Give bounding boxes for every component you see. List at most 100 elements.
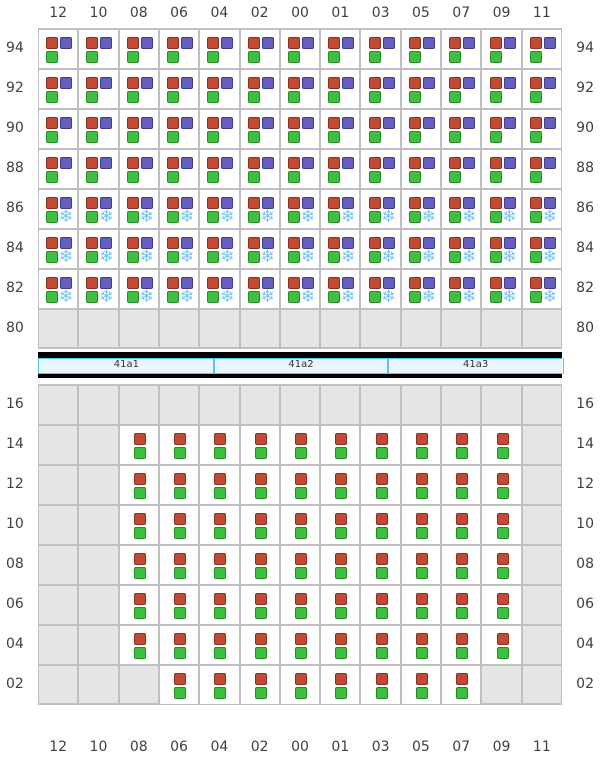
row-label-right: 14 [576, 437, 600, 451]
top-cell [119, 109, 159, 149]
top-cell [280, 309, 320, 349]
device-red [167, 117, 179, 129]
device-green [248, 51, 260, 63]
top-cell: ❄ [119, 269, 159, 309]
device-green [255, 567, 267, 579]
device-green [328, 251, 340, 263]
col-label-bottom: 09 [493, 740, 511, 760]
top-cell [401, 29, 441, 69]
bottom-cell [119, 665, 159, 705]
bottom-cell [320, 545, 360, 585]
bottom-cell [401, 425, 441, 465]
device-red [376, 473, 388, 485]
device-green [530, 91, 542, 103]
device-purple [100, 117, 112, 129]
bottom-cell [38, 425, 78, 465]
device-green [449, 251, 461, 263]
top-cell [78, 69, 118, 109]
top-cell [280, 29, 320, 69]
snowflake-icon: ❄ [502, 289, 518, 306]
device-green [134, 607, 146, 619]
device-purple [141, 37, 153, 49]
device-green [255, 487, 267, 499]
device-red [248, 77, 260, 89]
col-label-bottom: 01 [331, 740, 349, 760]
device-green [490, 171, 502, 183]
col-label-bottom: 06 [170, 740, 188, 760]
device-red [127, 77, 139, 89]
device-green [497, 567, 509, 579]
top-cell [522, 109, 562, 149]
top-cell: ❄ [199, 229, 239, 269]
row-label-left: 90 [0, 121, 24, 135]
device-green [288, 131, 300, 143]
device-red [248, 277, 260, 289]
row-label-left: 14 [0, 437, 24, 451]
device-red [255, 673, 267, 685]
device-purple [504, 77, 516, 89]
snowflake-icon: ❄ [219, 289, 235, 306]
bottom-cell [481, 665, 521, 705]
bottom-cell [360, 625, 400, 665]
bottom-cell [401, 585, 441, 625]
device-purple [302, 37, 314, 49]
snowflake-icon: ❄ [340, 289, 356, 306]
bottom-cell [159, 545, 199, 585]
bottom-cell [159, 465, 199, 505]
device-green [456, 607, 468, 619]
device-red [248, 157, 260, 169]
top-cell: ❄ [360, 229, 400, 269]
device-red [409, 117, 421, 129]
snowflake-icon: ❄ [502, 209, 518, 226]
device-red [416, 673, 428, 685]
top-cell [360, 309, 400, 349]
device-purple [504, 117, 516, 129]
col-label-bottom: 02 [251, 740, 269, 760]
device-red [288, 237, 300, 249]
device-green [174, 447, 186, 459]
device-red [134, 553, 146, 565]
top-cell [159, 69, 199, 109]
device-green [86, 131, 98, 143]
top-cell [441, 109, 481, 149]
device-green [127, 51, 139, 63]
top-cell: ❄ [481, 229, 521, 269]
bottom-cell [199, 665, 239, 705]
top-cell: ❄ [240, 189, 280, 229]
device-green [530, 171, 542, 183]
device-green [335, 687, 347, 699]
device-green [497, 447, 509, 459]
bottom-cell [199, 385, 239, 425]
device-red [86, 277, 98, 289]
device-red [207, 237, 219, 249]
row-label-left: 80 [0, 321, 24, 335]
device-purple [423, 77, 435, 89]
top-cell: ❄ [522, 229, 562, 269]
bottom-cell [38, 665, 78, 705]
device-green [288, 251, 300, 263]
col-label-bottom: 07 [452, 740, 470, 760]
device-red [167, 157, 179, 169]
device-green [416, 527, 428, 539]
device-red [416, 513, 428, 525]
device-green [490, 211, 502, 223]
device-green [456, 647, 468, 659]
top-cell [441, 29, 481, 69]
device-green [174, 607, 186, 619]
device-red [328, 117, 340, 129]
row-label-right: 92 [576, 81, 600, 95]
device-green [214, 687, 226, 699]
bottom-cell [522, 385, 562, 425]
top-cell [481, 69, 521, 109]
device-red [295, 473, 307, 485]
row-label-left: 02 [0, 677, 24, 691]
device-purple [60, 157, 72, 169]
device-green [497, 607, 509, 619]
device-green [214, 447, 226, 459]
device-purple [181, 157, 193, 169]
row-label-right: 86 [576, 201, 600, 215]
bottom-cell [522, 625, 562, 665]
device-green [46, 211, 58, 223]
top-cell: ❄ [119, 189, 159, 229]
bottom-cell [360, 505, 400, 545]
